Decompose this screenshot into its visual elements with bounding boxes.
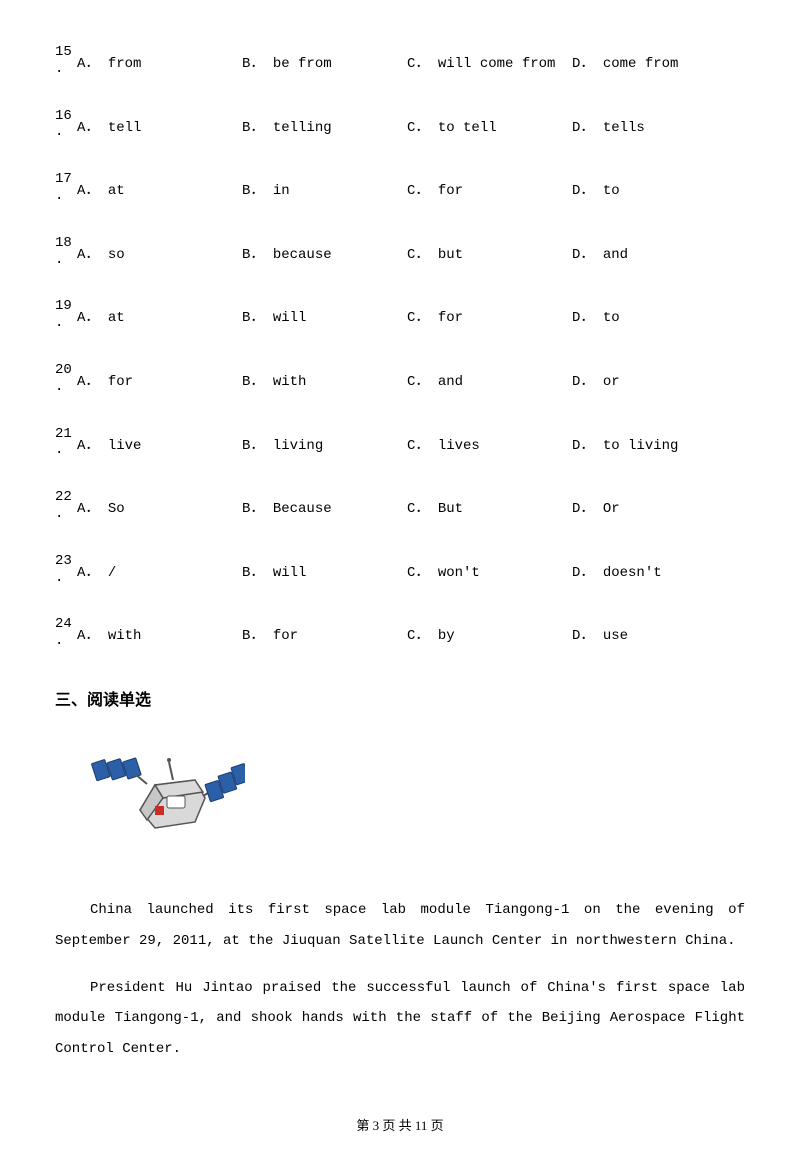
option-d[interactable]: D． to (572, 179, 737, 199)
option-group: A． at B． will C． for D． to (77, 304, 745, 326)
question-row: 21. A． live B． living C． lives D． to liv… (55, 432, 745, 466)
option-b[interactable]: B． be from (242, 52, 407, 72)
option-a[interactable]: A． at (77, 306, 242, 326)
question-number: 24. (55, 616, 77, 650)
option-group: A． so B． because C． but D． and (77, 241, 745, 263)
question-number: 23. (55, 553, 77, 587)
option-d[interactable]: D． tells (572, 116, 737, 136)
question-row: 22. A． So B． Because C． But D． Or (55, 495, 745, 529)
page-footer: 第 3 页 共 11 页 (55, 1115, 745, 1134)
option-d[interactable]: D． come from (572, 52, 737, 72)
option-b[interactable]: B． telling (242, 116, 407, 136)
question-row: 20. A． for B． with C． and D． or (55, 368, 745, 402)
option-a[interactable]: A． So (77, 497, 242, 517)
option-a[interactable]: A． live (77, 434, 242, 454)
option-b[interactable]: B． will (242, 561, 407, 581)
question-row: 15. A． from B． be from C． will come from… (55, 50, 745, 84)
option-a[interactable]: A． for (77, 370, 242, 390)
option-c[interactable]: C． won't (407, 561, 572, 581)
option-c[interactable]: C． and (407, 370, 572, 390)
option-a[interactable]: A． from (77, 52, 242, 72)
question-number: 21. (55, 426, 77, 460)
section-heading: 三、阅读单选 (55, 686, 745, 710)
option-a[interactable]: A． at (77, 179, 242, 199)
option-c[interactable]: C． for (407, 306, 572, 326)
question-row: 16. A． tell B． telling C． to tell D． tel… (55, 114, 745, 148)
option-a[interactable]: A． so (77, 243, 242, 263)
option-b[interactable]: B． because (242, 243, 407, 263)
question-number: 22. (55, 489, 77, 523)
option-group: A． So B． Because C． But D． Or (77, 495, 745, 517)
option-b[interactable]: B． Because (242, 497, 407, 517)
question-row: 19. A． at B． will C． for D． to (55, 304, 745, 338)
option-c[interactable]: C． to tell (407, 116, 572, 136)
option-group: A． with B． for C． by D． use (77, 622, 745, 644)
option-b[interactable]: B． will (242, 306, 407, 326)
option-a[interactable]: A． with (77, 624, 242, 644)
option-c[interactable]: C． But (407, 497, 572, 517)
option-d[interactable]: D． to living (572, 434, 737, 454)
option-c[interactable]: C． by (407, 624, 572, 644)
option-group: A． tell B． telling C． to tell D． tells (77, 114, 745, 136)
question-number: 19. (55, 298, 77, 332)
option-a[interactable]: A． / (77, 561, 242, 581)
option-group: A． at B． in C． for D． to (77, 177, 745, 199)
question-row: 18. A． so B． because C． but D． and (55, 241, 745, 275)
option-b[interactable]: B． for (242, 624, 407, 644)
option-c[interactable]: C． will come from (407, 52, 572, 72)
option-b[interactable]: B． living (242, 434, 407, 454)
option-d[interactable]: D． use (572, 624, 737, 644)
question-row: 23. A． / B． will C． won't D． doesn't (55, 559, 745, 593)
question-number: 17. (55, 171, 77, 205)
option-d[interactable]: D． or (572, 370, 737, 390)
question-number: 16. (55, 108, 77, 142)
reading-paragraph: President Hu Jintao praised the successf… (55, 973, 745, 1065)
question-row: 17. A． at B． in C． for D． to (55, 177, 745, 211)
option-group: A． live B． living C． lives D． to living (77, 432, 745, 454)
option-c[interactable]: C． for (407, 179, 572, 199)
question-row: 24. A． with B． for C． by D． use (55, 622, 745, 656)
option-group: A． / B． will C． won't D． doesn't (77, 559, 745, 581)
option-a[interactable]: A． tell (77, 116, 242, 136)
option-c[interactable]: C． but (407, 243, 572, 263)
option-d[interactable]: D． doesn't (572, 561, 737, 581)
question-number: 20. (55, 362, 77, 396)
option-group: A． from B． be from C． will come from D． … (77, 50, 745, 72)
option-c[interactable]: C． lives (407, 434, 572, 454)
question-list: 15. A． from B． be from C． will come from… (55, 50, 745, 656)
option-group: A． for B． with C． and D． or (77, 368, 745, 390)
option-d[interactable]: D． to (572, 306, 737, 326)
option-b[interactable]: B． with (242, 370, 407, 390)
reading-paragraph: China launched its first space lab modul… (55, 895, 745, 957)
question-number: 15. (55, 44, 77, 78)
option-d[interactable]: D． Or (572, 497, 737, 517)
option-d[interactable]: D． and (572, 243, 737, 263)
option-b[interactable]: B． in (242, 179, 407, 199)
question-number: 18. (55, 235, 77, 269)
satellite-illustration (85, 740, 745, 855)
